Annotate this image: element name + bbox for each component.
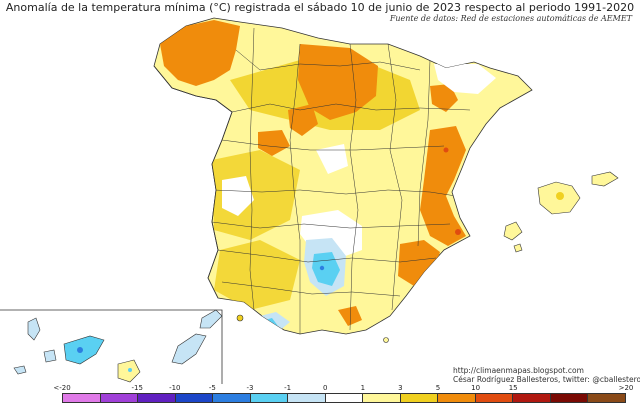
melilla <box>383 337 389 343</box>
legend-tick-label: 1 <box>360 384 366 392</box>
color-legend <box>62 393 626 403</box>
legend-tick-label: -15 <box>131 384 143 392</box>
legend-tick-label: >20 <box>618 384 634 392</box>
orange-andalucia <box>338 306 362 326</box>
blue-spot-center <box>319 265 325 271</box>
data-source-note: Fuente de datos: Red de estaciones autom… <box>389 14 632 23</box>
legend-swatch <box>400 393 439 403</box>
gran-canaria-spot <box>128 368 132 372</box>
ceuta-melilla <box>236 314 389 343</box>
legend-swatch <box>62 393 101 403</box>
peninsula <box>153 17 533 335</box>
legend-tick-label: 15 <box>508 384 518 392</box>
balearic-islands <box>503 171 619 253</box>
red-spot-valencia <box>455 229 461 235</box>
la-palma <box>27 317 41 341</box>
legend-tick-label: <-20 <box>53 384 71 392</box>
credit-url: http://climaenmapas.blogspot.com <box>453 366 584 375</box>
tenerife-blue-spot <box>77 347 83 353</box>
orange-valencia <box>420 126 466 246</box>
legend-swatch <box>513 393 551 403</box>
inset-frame <box>0 309 223 384</box>
fuerteventura <box>171 333 207 365</box>
legend-swatch <box>175 393 214 403</box>
yellow-zone-west <box>212 150 300 240</box>
legend-swatch <box>438 393 476 403</box>
tenerife <box>63 335 105 365</box>
legend-tick-label: 10 <box>471 384 481 392</box>
formentera <box>513 243 523 253</box>
orange-leon <box>258 130 290 156</box>
credit-author: César Rodríguez Ballesteros, twitter: @c… <box>453 375 640 384</box>
legend-tick-label: 0 <box>322 384 328 392</box>
ceuta <box>236 314 244 322</box>
legend-tick-label: -5 <box>208 384 216 392</box>
red-spot-castellon <box>443 147 449 153</box>
el-hierro <box>13 365 27 375</box>
legend-swatch <box>250 393 289 403</box>
canary-inset <box>0 309 223 384</box>
lanzarote <box>199 309 223 329</box>
legend-tick-label: 3 <box>398 384 403 392</box>
province-borders <box>211 27 471 334</box>
white-zone-extremadura <box>222 176 254 216</box>
legend-swatch <box>363 393 401 403</box>
legend-swatch <box>588 393 626 403</box>
la-gomera <box>43 349 57 363</box>
legend-tick-label: -10 <box>169 384 181 392</box>
legend-swatch <box>550 393 589 403</box>
orange-aragon <box>430 84 458 112</box>
orange-castilla <box>298 44 378 120</box>
legend-swatch <box>213 393 251 403</box>
yellow-zone-south <box>214 240 300 310</box>
map-title: Anomalía de la temperatura mínima (°C) r… <box>5 1 635 14</box>
legend-tick-label: -1 <box>284 384 292 392</box>
legend-swatch <box>288 393 326 403</box>
mallorca-yellow-spot <box>556 192 564 200</box>
legend-tick-label: -3 <box>246 384 254 392</box>
white-zone-northeast <box>434 64 496 94</box>
white-zone-madrid <box>316 144 348 174</box>
orange-galicia <box>160 20 240 86</box>
portugal-border <box>153 65 233 299</box>
legend-tick-label: 5 <box>435 384 441 392</box>
legend-swatch <box>138 393 176 403</box>
menorca <box>591 171 619 187</box>
legend-swatch <box>475 393 514 403</box>
blue-spot-sevilla <box>266 324 270 328</box>
legend-swatch <box>100 393 139 403</box>
orange-center <box>288 104 318 136</box>
cyan-zone-jaen <box>312 252 340 286</box>
ibiza <box>503 221 523 241</box>
legend-swatch <box>325 393 364 403</box>
